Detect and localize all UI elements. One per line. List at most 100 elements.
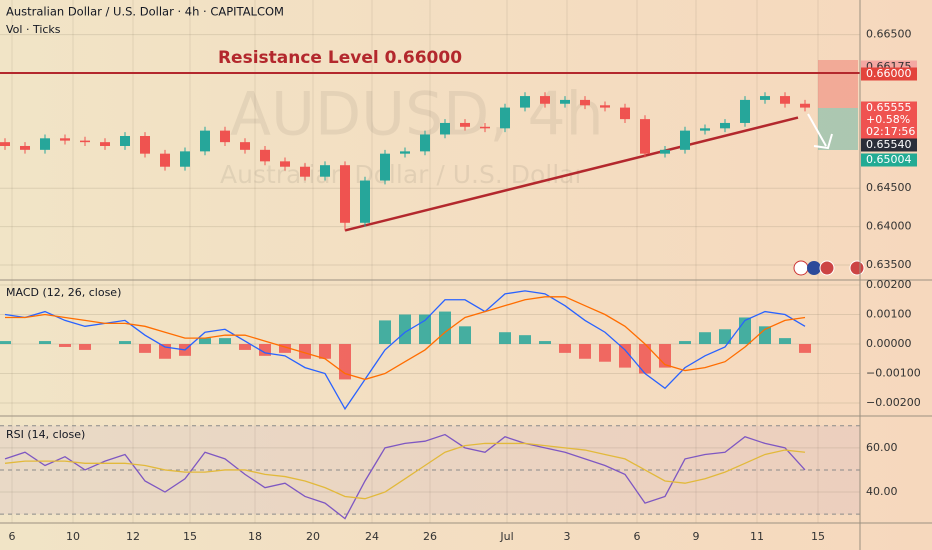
- rsi-band: [0, 425, 860, 515]
- rsi-title: RSI (14, close): [6, 428, 85, 441]
- histogram-bar: [619, 344, 631, 368]
- x-tick-label: 3: [564, 530, 571, 543]
- symbol-title: Australian Dollar / U.S. Dollar · 4h · C…: [6, 5, 284, 19]
- candle-body: [0, 142, 10, 146]
- x-tick-label: 20: [306, 530, 320, 543]
- candle-body: [740, 99, 750, 123]
- histogram-bar: [799, 344, 811, 353]
- price-tag-bg: [861, 153, 917, 167]
- histogram-bar: [119, 341, 131, 345]
- icon: [819, 260, 835, 276]
- x-tick-label: 26: [423, 530, 437, 543]
- histogram-bar: [559, 344, 571, 353]
- y-tick-label: 0.00200: [866, 278, 912, 291]
- histogram-bar: [419, 314, 431, 345]
- candle-body: [200, 130, 210, 152]
- candle-body: [580, 99, 590, 106]
- x-tick-label: 18: [248, 530, 262, 543]
- candle-body: [700, 128, 710, 131]
- candle-body: [440, 122, 450, 135]
- histogram-bar: [719, 329, 731, 345]
- icon: [793, 260, 809, 276]
- price-tag-bg: [861, 125, 917, 139]
- candle-body: [240, 142, 250, 150]
- candle-body: [360, 180, 370, 223]
- histogram-bar: [579, 344, 591, 359]
- histogram-bar: [519, 335, 531, 345]
- y-tick-label: 0.66500: [866, 28, 912, 41]
- histogram-bar: [499, 332, 511, 345]
- histogram-bar: [599, 344, 611, 362]
- histogram-bar: [679, 341, 691, 345]
- candle-body: [520, 96, 530, 108]
- x-tick-label: 9: [693, 530, 700, 543]
- price-tag: 02:17:56: [866, 125, 915, 138]
- candle-body: [320, 165, 330, 177]
- candle-body: [380, 153, 390, 181]
- candle-body: [600, 105, 610, 108]
- indicator-line: [5, 296, 806, 381]
- price-tag: 0.65004: [866, 153, 912, 166]
- candle-body: [780, 96, 790, 104]
- candle-body: [260, 149, 270, 162]
- indicator-line: [4, 290, 806, 411]
- plot: [0, 72, 860, 520]
- candle-body: [660, 149, 670, 154]
- histogram-bar: [779, 338, 791, 345]
- icon: [849, 260, 865, 276]
- candle-body: [680, 130, 690, 150]
- histogram-bar: [59, 344, 71, 347]
- price-tag-bg: [861, 67, 917, 81]
- x-tick-label: 12: [126, 530, 140, 543]
- indicator-line: [4, 433, 806, 520]
- histogram-bar: [219, 338, 231, 345]
- y-tick-label: 0.64000: [866, 220, 912, 233]
- price-tag: 0.65555: [866, 101, 912, 114]
- event-icons: [793, 260, 865, 276]
- histogram-bar: [399, 314, 411, 345]
- candle-body: [100, 142, 110, 146]
- grid: [0, 0, 860, 523]
- macd-title: MACD (12, 26, close): [6, 286, 121, 299]
- price-tag: 0.65540: [866, 138, 912, 151]
- candle-body: [120, 136, 130, 146]
- candle-body: [280, 161, 290, 167]
- y-tick-label: 0.64500: [866, 181, 912, 194]
- arrow: [807, 113, 833, 150]
- histogram-bar: [639, 344, 651, 374]
- candle-body: [720, 122, 730, 129]
- x-tick-label: 6: [634, 530, 641, 543]
- y-tick-label: −0.00100: [866, 367, 921, 380]
- histogram-bar: [239, 344, 251, 350]
- icon: [807, 261, 821, 275]
- candle-body: [760, 96, 770, 100]
- candle-body: [300, 166, 310, 177]
- price-tag: 0.66000: [866, 67, 912, 80]
- y-tick-label: 0.00000: [866, 337, 912, 350]
- histogram-bar: [39, 341, 51, 345]
- candle-body: [480, 126, 490, 129]
- candle-body: [80, 140, 90, 143]
- histogram-bar: [279, 344, 291, 353]
- watermark: AUDUSD, 4h: [230, 80, 604, 150]
- histogram-bar: [139, 344, 151, 353]
- histogram-bar: [379, 320, 391, 345]
- histogram-bar: [319, 344, 331, 359]
- histogram-bar: [79, 344, 91, 350]
- x-tick-label: 24: [365, 530, 379, 543]
- y-tick-label: 0.00100: [866, 308, 912, 321]
- candle-body: [460, 122, 470, 127]
- x-tick-label: 15: [811, 530, 825, 543]
- trend-line: [344, 116, 799, 232]
- y-tick-label: 0.63500: [866, 258, 912, 271]
- candle-body: [500, 107, 510, 129]
- candle-body: [160, 153, 170, 167]
- histogram-bar: [699, 332, 711, 345]
- candle-body: [140, 136, 150, 154]
- histogram-bar: [439, 311, 451, 345]
- histogram-bar: [759, 326, 771, 345]
- candle-body: [340, 165, 350, 223]
- price-tag-bg: [861, 113, 917, 127]
- y-tick-label: 60.00: [866, 441, 898, 454]
